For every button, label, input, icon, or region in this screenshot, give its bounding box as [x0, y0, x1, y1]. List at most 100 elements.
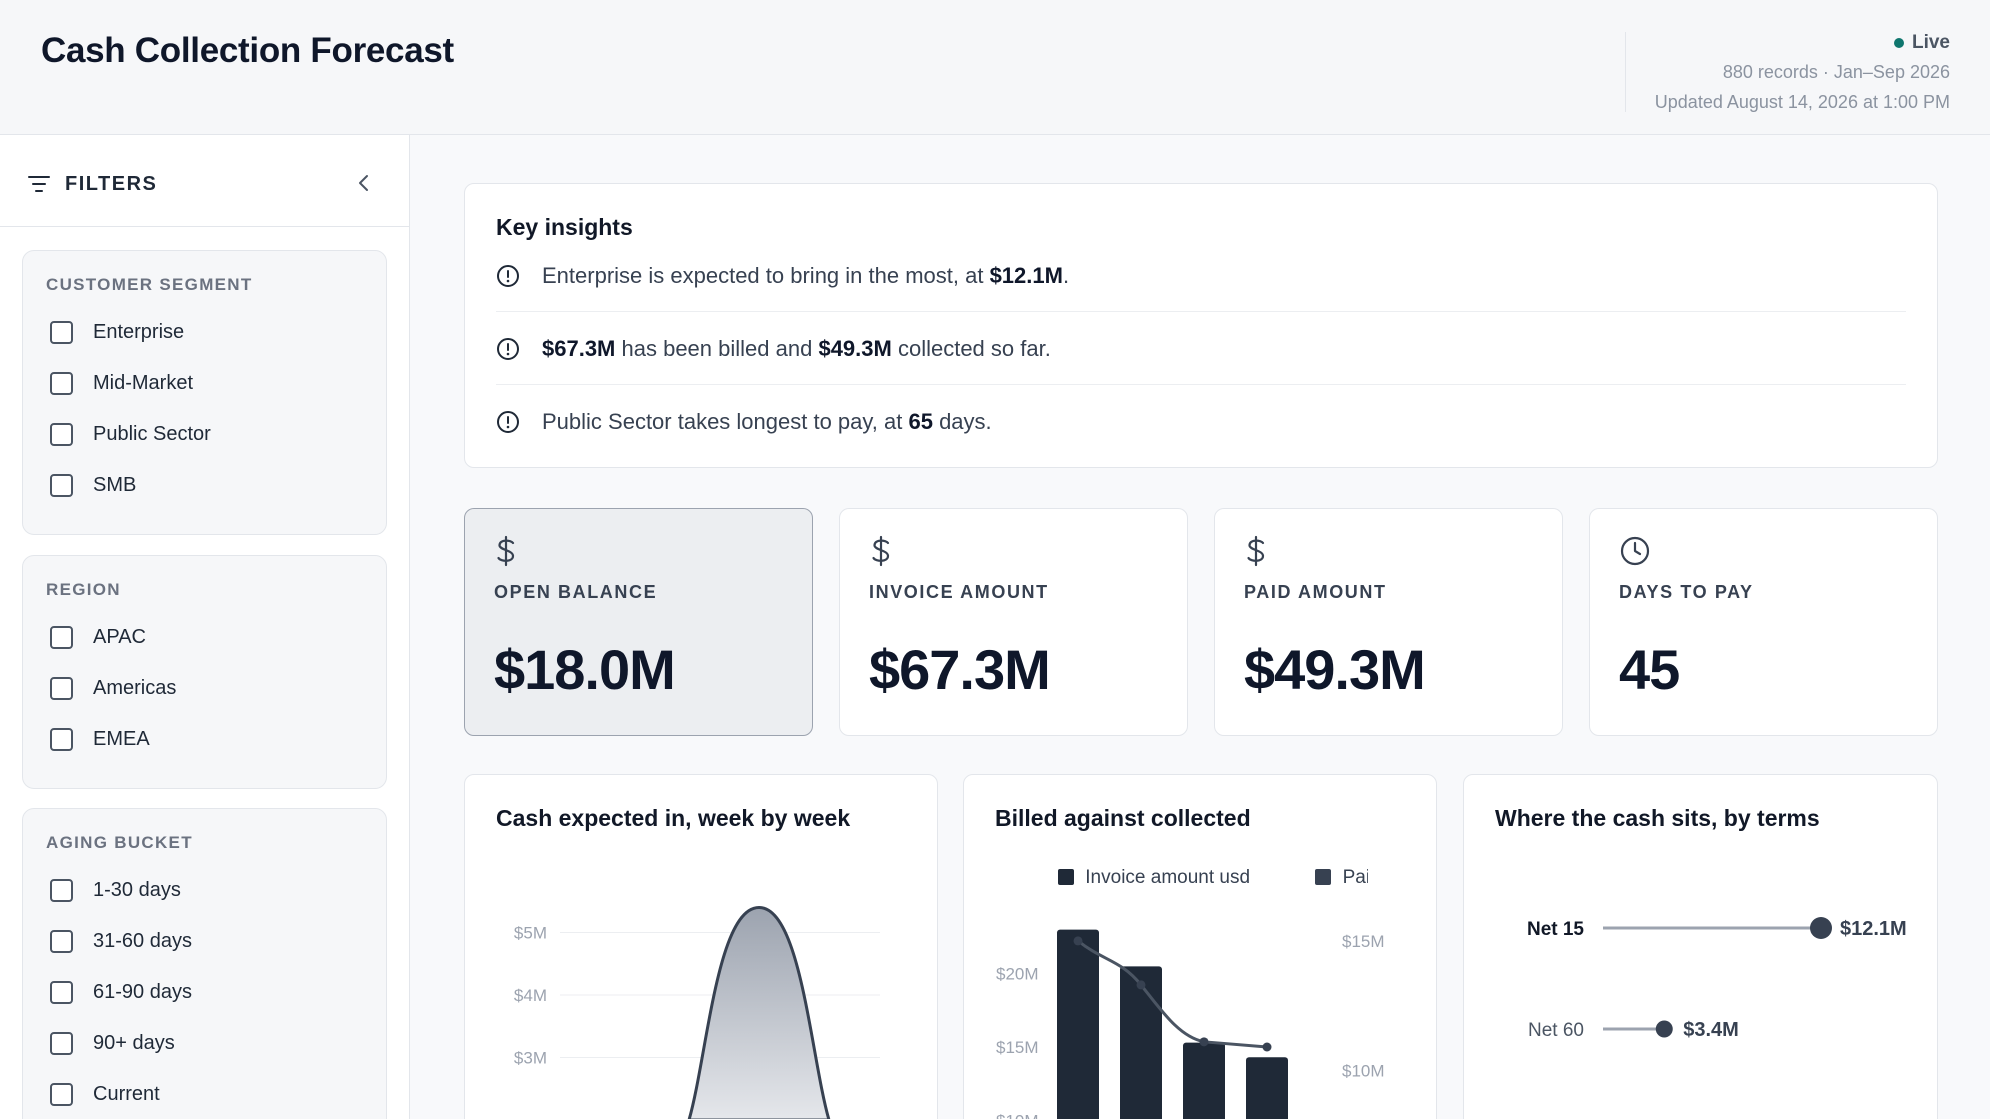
kpi-value: $49.3M	[1244, 638, 1426, 701]
checkbox[interactable]	[50, 676, 73, 700]
filter-option-americas[interactable]: Americas	[50, 673, 176, 703]
checkbox[interactable]	[50, 980, 73, 1004]
bar-invoice-amount	[1120, 966, 1162, 1119]
filter-option-label: Mid-Market	[93, 371, 194, 394]
filter-option-label: Americas	[93, 676, 177, 699]
page-title: Cash Collection Forecast	[41, 31, 454, 70]
filter-option-31-60-days[interactable]: 31-60 days	[50, 926, 192, 956]
lollipop-dot	[1810, 917, 1832, 939]
y-tick-label: $4M	[514, 986, 547, 1005]
filter-option-emea[interactable]: EMEA	[50, 724, 150, 754]
cash-expected-area-chart: $5M $4M $3M	[514, 905, 880, 1119]
filter-option-label: Current	[93, 1082, 160, 1105]
legend-label-paid: Paid an	[1342, 867, 1368, 888]
info-alert-icon	[497, 411, 519, 433]
kpi-label: INVOICE AMOUNT	[869, 582, 1049, 602]
filter-option-label: Enterprise	[93, 320, 185, 343]
filter-option-label: 90+ days	[93, 1031, 175, 1054]
kpi-card-invoice-amount[interactable]: INVOICE AMOUNT $67.3M	[839, 508, 1188, 736]
right-axis-tick-label: $15M	[1342, 932, 1385, 951]
live-status: Live	[1655, 30, 1950, 56]
value-label: $3.4M	[1683, 1019, 1739, 1041]
filter-group-region: REGION APAC Americas EMEA	[22, 555, 387, 789]
left-axis-tick-label: $15M	[996, 1038, 1039, 1057]
insight-item: $67.3M has been billed and $49.3M collec…	[496, 313, 1906, 385]
info-alert-icon	[497, 264, 519, 287]
filter-option-label: 1-30 days	[93, 878, 181, 901]
filter-option-current[interactable]: Current	[50, 1079, 160, 1109]
filter-option-apac[interactable]: APAC	[50, 622, 146, 652]
right-axis-tick-label: $10M	[1342, 1061, 1385, 1080]
kpi-label: DAYS TO PAY	[1619, 582, 1754, 602]
clock-icon	[1620, 536, 1650, 566]
legend-label-invoice: Invoice amount usd	[1085, 867, 1251, 888]
filter-group-customer-segment: CUSTOMER SEGMENT Enterprise Mid-Market P…	[22, 250, 387, 535]
kpi-value: 45	[1619, 638, 1680, 701]
filter-option-enterprise[interactable]: Enterprise	[50, 317, 184, 347]
filters-header: FILTERS	[0, 135, 409, 227]
filter-option-1-30-days[interactable]: 1-30 days	[50, 875, 181, 905]
checkbox[interactable]	[50, 422, 73, 446]
filter-option-smb[interactable]: SMB	[50, 470, 136, 500]
dollar-icon	[872, 535, 890, 567]
kpi-card-paid-amount[interactable]: PAID AMOUNT $49.3M	[1214, 508, 1563, 736]
chart-title: Cash expected in, week by week	[496, 805, 851, 831]
kpi-card-days-to-pay[interactable]: DAYS TO PAY 45	[1589, 508, 1938, 736]
dollar-icon	[497, 535, 515, 567]
checkbox[interactable]	[50, 371, 73, 395]
chart-title: Billed against collected	[995, 805, 1251, 831]
insight-text: Public Sector takes longest to pay, at 6…	[542, 409, 992, 434]
bar-invoice-amount	[1246, 1057, 1288, 1119]
key-insights-title: Key insights	[496, 214, 633, 240]
chevron-left-icon[interactable]	[356, 173, 372, 193]
filter-option-label: SMB	[93, 473, 137, 496]
checkbox[interactable]	[50, 1082, 73, 1106]
cash-expected-chart-card: Cash expected in, week by week $5M $4M $3M	[464, 774, 938, 1119]
legend-swatch-paid	[1315, 869, 1332, 885]
area-series	[687, 905, 831, 1119]
category-label: Net 60	[1528, 1020, 1584, 1041]
filter-option-public-sector[interactable]: Public Sector	[50, 419, 211, 449]
point-paid-amount	[1199, 1037, 1209, 1047]
checkbox[interactable]	[50, 1031, 73, 1055]
cash-by-terms-chart-card: Where the cash sits, by terms Net 15 $12.…	[1463, 774, 1938, 1119]
insight-item: Public Sector takes longest to pay, at 6…	[496, 386, 1906, 458]
filter-option-label: 31-60 days	[93, 929, 192, 952]
filter-group-title: CUSTOMER SEGMENT	[46, 275, 253, 294]
legend-swatch-invoice	[1058, 869, 1074, 885]
checkbox[interactable]	[50, 929, 73, 953]
updated-timestamp: Updated August 14, 2026 at 1:00 PM	[1654, 92, 1950, 112]
lollipop-dot	[1655, 1020, 1673, 1038]
app-header: Cash Collection Forecast Live 880 record…	[0, 0, 1990, 135]
chart-title: Where the cash sits, by terms	[1495, 805, 1820, 831]
records-info: 880 records · Jan–Sep 2026	[1722, 62, 1950, 82]
filter-option-label: Public Sector	[93, 422, 211, 445]
checkbox[interactable]	[50, 727, 73, 751]
filter-group-title: AGING BUCKET	[46, 833, 193, 852]
left-axis-tick-label: $10M	[996, 1111, 1039, 1119]
filter-option-label: EMEA	[93, 727, 150, 750]
checkbox[interactable]	[50, 625, 73, 649]
billed-vs-collected-chart-card: Billed against collected Invoice amount …	[963, 774, 1437, 1119]
header-meta: Live 880 records · Jan–Sep 2026 Updated …	[1655, 30, 1950, 116]
kpi-card-open-balance[interactable]: OPEN BALANCE $18.0M	[464, 508, 813, 736]
live-label: Live	[1911, 32, 1950, 53]
filter-option-label: APAC	[93, 625, 146, 648]
bar-invoice-amount	[1057, 929, 1099, 1119]
filter-option-mid-market[interactable]: Mid-Market	[50, 368, 193, 398]
filter-group-aging-bucket: AGING BUCKET 1-30 days 31-60 days 61-90 …	[22, 808, 387, 1119]
kpi-value: $67.3M	[869, 638, 1051, 701]
filters-title: FILTERS	[65, 173, 158, 195]
live-dot-icon	[1893, 38, 1904, 48]
cash-by-terms-lollipop-chart: Net 15 $12.1M Net 60 $3.4M	[1527, 917, 1907, 1041]
dollar-icon	[1247, 535, 1265, 567]
left-axis-tick-label: $20M	[996, 965, 1039, 984]
checkbox[interactable]	[50, 878, 73, 902]
checkbox[interactable]	[50, 473, 73, 497]
checkbox[interactable]	[50, 320, 73, 344]
filter-option-61-90-days[interactable]: 61-90 days	[50, 977, 192, 1007]
filter-option-90-plus-days[interactable]: 90+ days	[50, 1028, 175, 1058]
insight-item: Enterprise is expected to bring in the m…	[496, 240, 1906, 312]
header-divider	[1625, 32, 1626, 112]
filters-sidebar: FILTERS CUSTOMER SEGMENT Enterprise Mid-…	[0, 135, 410, 1119]
